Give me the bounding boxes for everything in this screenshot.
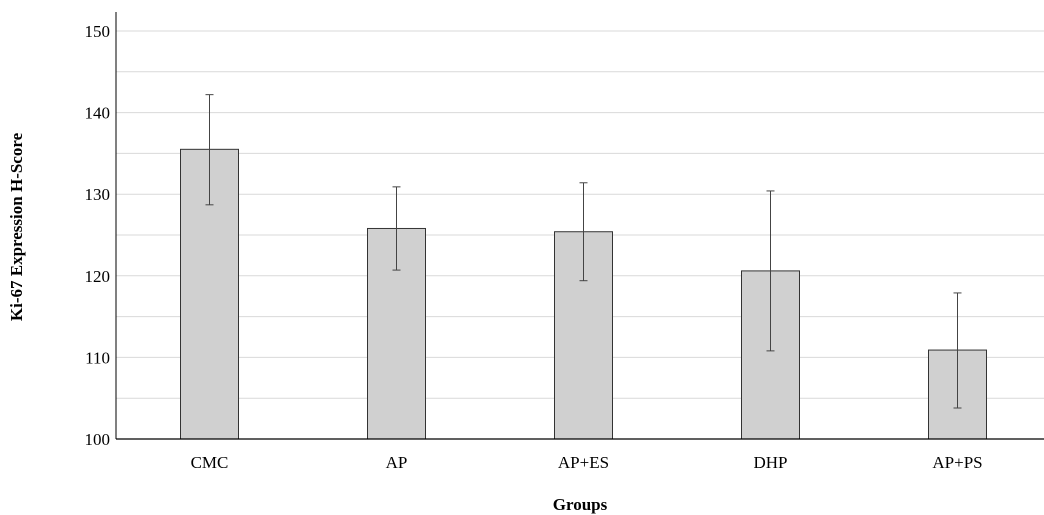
- x-tick-labels: CMC AP AP+ES DHP AP+PS: [191, 453, 983, 472]
- x-tick-label: AP+ES: [558, 453, 609, 472]
- axes: [115, 12, 1044, 440]
- x-tick-label: DHP: [753, 453, 787, 472]
- y-tick-label: 150: [85, 22, 111, 41]
- y-axis-title: Ki-67 Expression H-Score: [7, 132, 26, 321]
- x-tick-label: AP+PS: [932, 453, 982, 472]
- x-tick-label: AP: [386, 453, 408, 472]
- bars: [180, 148, 987, 440]
- y-tick-label: 140: [85, 104, 111, 123]
- y-tick-label: 100: [85, 430, 111, 449]
- x-axis-title: Groups: [553, 495, 608, 514]
- error-bars: [205, 94, 962, 409]
- y-tick-label: 120: [85, 267, 111, 286]
- y-tick-label: 110: [85, 348, 110, 367]
- x-tick-label: CMC: [191, 453, 229, 472]
- y-tick-labels: 100 110 120 130 140 150: [85, 22, 111, 449]
- y-tick-label: 130: [85, 185, 111, 204]
